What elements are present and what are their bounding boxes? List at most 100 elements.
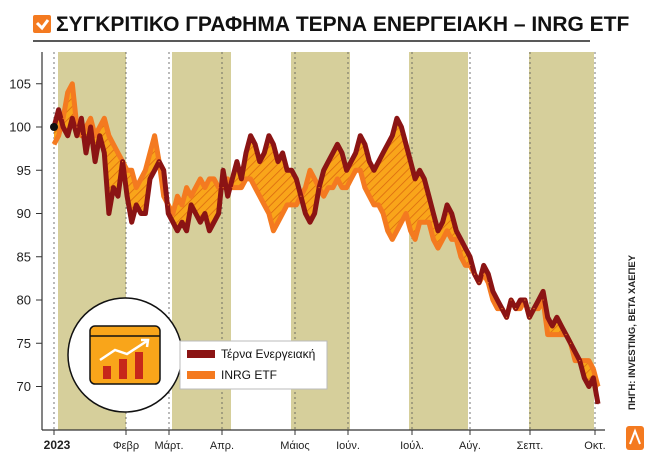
terna-point	[90, 126, 92, 128]
chart-title: ΣΥΓΚΡΙΤΙΚΟ ΓΡΑΦΗΜΑ ΤΕΡΝΑ ΕΝΕΡΓΕΙΑΚΗ – IN…	[56, 13, 630, 36]
inrg-point	[400, 221, 402, 223]
inrg-point	[204, 187, 206, 189]
chart-header: ΣΥΓΚΡΙΤΙΚΟ ΓΡΑΦΗΜΑ ΤΕΡΝΑ ΕΝΕΡΓΕΙΑΚΗ – IN…	[33, 13, 630, 42]
terna-point	[332, 152, 334, 154]
inrg-point	[556, 334, 558, 336]
terna-point	[80, 117, 82, 119]
legend-box	[179, 340, 328, 390]
inrg-point	[263, 204, 265, 206]
terna-point	[62, 126, 64, 128]
inrg-point	[515, 308, 517, 310]
terna-point	[117, 195, 119, 197]
inrg-point	[538, 308, 540, 310]
inrg-point	[272, 230, 274, 232]
terna-point	[218, 212, 220, 215]
inrg-point	[588, 360, 590, 362]
inrg-point	[364, 187, 366, 189]
chart-badge	[67, 297, 183, 413]
start-marker	[50, 123, 58, 131]
terna-point	[455, 230, 457, 232]
inrg-point	[346, 187, 348, 189]
inrg-point	[213, 178, 215, 180]
inrg-point	[80, 135, 82, 137]
inrg-point	[414, 238, 416, 240]
terna-point	[405, 143, 407, 145]
y-tick-label-70: 70	[17, 379, 31, 394]
terna-point	[336, 143, 338, 145]
inrg-point	[245, 178, 247, 180]
y-tick-label-85: 85	[17, 249, 31, 264]
inrg-point	[506, 316, 508, 318]
x-tick-label-1: Φεβρ	[113, 440, 139, 452]
terna-point	[519, 299, 521, 301]
terna-point	[94, 161, 96, 163]
terna-point	[451, 212, 453, 215]
inrg-point	[250, 178, 252, 180]
inrg-point	[282, 212, 284, 215]
terna-point	[442, 221, 444, 223]
terna-point	[446, 204, 448, 206]
terna-point	[368, 161, 370, 163]
terna-point	[199, 221, 201, 223]
terna-point	[131, 221, 133, 223]
inrg-point	[163, 195, 165, 197]
inrg-point	[396, 230, 398, 232]
inrg-point	[236, 187, 238, 189]
inrg-point	[62, 117, 64, 119]
terna-point	[592, 377, 595, 379]
inrg-point	[286, 204, 288, 206]
terna-point	[195, 212, 197, 215]
inrg-point	[112, 143, 114, 145]
terna-point	[268, 135, 270, 137]
terna-point	[378, 161, 380, 163]
terna-point	[414, 178, 416, 180]
terna-point	[190, 204, 192, 206]
inrg-point	[451, 238, 453, 240]
x-tick-label-5: Ιούν.	[336, 440, 360, 452]
inrg-point	[359, 169, 361, 171]
inrg-point	[259, 195, 261, 197]
inrg-point	[154, 135, 156, 137]
terna-point	[314, 212, 316, 215]
terna-point	[172, 221, 174, 223]
inrg-point	[373, 204, 375, 206]
terna-point	[574, 351, 576, 353]
terna-point	[346, 169, 348, 171]
inrg-point	[254, 187, 256, 189]
inrg-point	[314, 178, 316, 180]
terna-point	[382, 152, 384, 154]
bar-chart-icon-bar	[119, 359, 127, 379]
inrg-point	[570, 342, 572, 344]
inrg-point	[208, 178, 210, 180]
inrg-point	[437, 247, 439, 249]
terna-point	[391, 135, 393, 137]
terna-point	[551, 325, 553, 327]
terna-point	[327, 161, 329, 163]
terna-point	[99, 135, 101, 137]
inrg-point	[469, 264, 471, 266]
terna-point	[400, 126, 402, 128]
inrg-point	[496, 308, 498, 310]
terna-point	[309, 221, 311, 223]
inrg-point	[126, 169, 128, 171]
inrg-point	[355, 169, 357, 171]
inrg-point	[167, 204, 169, 206]
terna-point	[304, 212, 306, 215]
terna-point	[227, 195, 229, 197]
inrg-point	[190, 195, 192, 197]
inrg-point	[117, 152, 119, 154]
legend-label-terna: Τέρνα Ενεργειακή	[221, 347, 315, 361]
inrg-point	[122, 161, 124, 163]
inrg-point	[327, 187, 329, 189]
terna-point	[103, 152, 105, 154]
y-tick-label-105: 105	[9, 76, 31, 91]
x-tick-label-6: Ιούλ.	[400, 440, 424, 452]
series-layer	[50, 81, 601, 405]
inrg-point	[387, 230, 389, 232]
terna-point	[140, 212, 142, 215]
inrg-point	[318, 187, 320, 189]
y-tick-label-95: 95	[17, 163, 31, 178]
inrg-point	[382, 212, 384, 215]
y-tick-label-100: 100	[9, 120, 31, 135]
inrg-point	[131, 169, 133, 171]
